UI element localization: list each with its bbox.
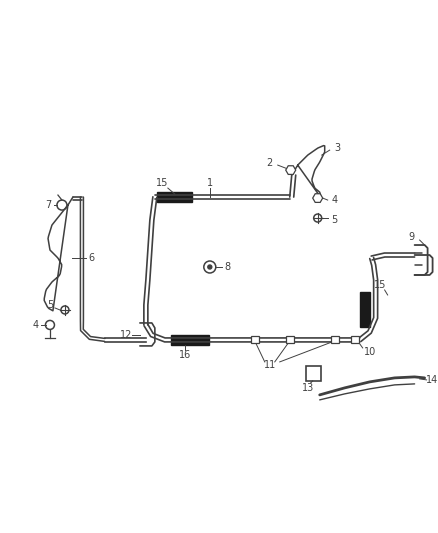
Text: 9: 9	[409, 232, 415, 242]
Bar	[171, 335, 209, 345]
Text: 4: 4	[332, 195, 338, 205]
Text: 6: 6	[89, 253, 95, 263]
Text: 1: 1	[207, 178, 213, 188]
Bar	[251, 336, 259, 343]
Bar	[286, 336, 294, 343]
Bar	[306, 366, 321, 381]
Text: 11: 11	[264, 360, 276, 370]
Text: 3: 3	[335, 143, 341, 153]
Text: 5: 5	[332, 215, 338, 225]
Text: 7: 7	[45, 200, 51, 210]
Bar	[360, 292, 370, 327]
Bar	[157, 192, 192, 202]
Text: 12: 12	[120, 330, 132, 340]
Text: 15: 15	[374, 280, 386, 290]
Text: 4: 4	[33, 320, 39, 330]
Text: 10: 10	[364, 347, 376, 357]
Text: 8: 8	[225, 262, 231, 272]
Text: 15: 15	[155, 178, 168, 188]
Text: 5: 5	[47, 300, 53, 310]
Polygon shape	[313, 193, 323, 203]
Text: 2: 2	[267, 158, 273, 168]
Text: 14: 14	[425, 375, 438, 385]
Bar	[351, 336, 359, 343]
Text: 16: 16	[179, 350, 191, 360]
Bar	[331, 336, 339, 343]
Polygon shape	[286, 166, 296, 174]
Text: 13: 13	[302, 383, 314, 393]
Circle shape	[208, 265, 212, 269]
